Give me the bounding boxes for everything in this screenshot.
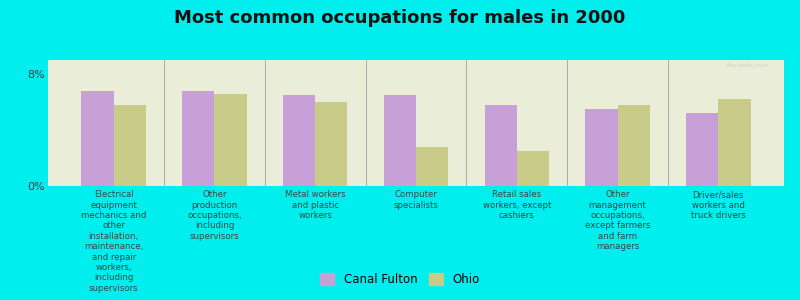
Text: Most common occupations for males in 2000: Most common occupations for males in 200… xyxy=(174,9,626,27)
Bar xyxy=(182,91,214,186)
Bar xyxy=(586,109,618,186)
Text: city-data.com: city-data.com xyxy=(726,62,770,68)
Bar xyxy=(214,94,246,186)
Legend: Canal Fulton, Ohio: Canal Fulton, Ohio xyxy=(315,268,485,291)
Bar xyxy=(82,91,114,186)
Bar xyxy=(686,113,718,186)
Bar xyxy=(416,147,448,186)
Bar xyxy=(618,105,650,186)
Bar xyxy=(517,151,549,186)
Bar xyxy=(114,105,146,186)
Bar xyxy=(283,95,315,186)
Bar xyxy=(718,99,750,186)
Bar xyxy=(384,95,416,186)
Bar xyxy=(485,105,517,186)
Bar xyxy=(315,102,347,186)
